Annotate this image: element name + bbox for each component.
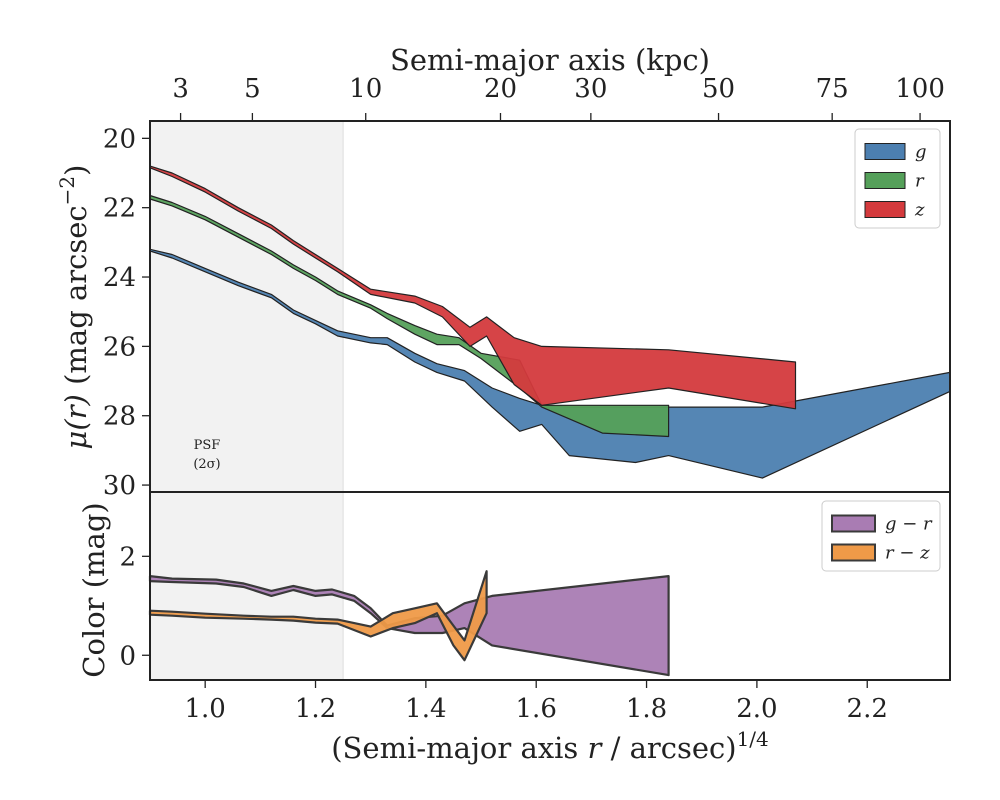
y-axis-label-exponent: −2 xyxy=(55,176,79,205)
top-x-tick-label: 50 xyxy=(702,74,735,104)
x-axis-label-var: r xyxy=(588,731,604,765)
psf-label-line1: PSF xyxy=(194,438,221,453)
color-y-axis-label: Color (mag) xyxy=(77,502,111,677)
color-panel-frame xyxy=(149,491,951,681)
x-axis-label: (Semi-major axis r / arcsec)1/4 xyxy=(331,727,769,765)
top-x-tick-label: 30 xyxy=(574,74,607,104)
x-tick-label: 2.2 xyxy=(847,694,888,724)
top-kpc-axis: 3 5 10 20 30 50 75 100 xyxy=(172,74,945,121)
y-axis-label-unit: (mag arcsec xyxy=(59,205,93,394)
x-tick-label: 1.8 xyxy=(626,694,667,724)
top-x-tick-label: 100 xyxy=(895,74,945,104)
x-axis-label-exponent: 1/4 xyxy=(737,727,769,751)
legend-label-g-minus-r: g − r xyxy=(885,514,933,535)
legend-swatch-r-minus-z xyxy=(831,543,876,562)
color-y-tick-label: 2 xyxy=(119,542,136,572)
color-bands xyxy=(148,570,670,677)
y-tick-label: 24 xyxy=(103,263,136,293)
surface-brightness-axes: 20 22 24 26 28 30 xyxy=(103,124,150,501)
psf-shaded-region-top xyxy=(150,121,344,492)
color-g-minus-r-band xyxy=(148,574,670,677)
top-x-axis-label: Semi-major axis (kpc) xyxy=(390,43,710,77)
legend-label-z: z xyxy=(914,200,925,221)
legend-swatch-g-minus-r xyxy=(831,514,876,533)
y-tick-label: 22 xyxy=(103,194,136,224)
psf-label-line2: (2σ) xyxy=(193,457,220,472)
legend-swatch-z xyxy=(864,201,906,218)
color-r-minus-z-band xyxy=(148,570,488,662)
y-axis-label-close: ) xyxy=(59,165,93,176)
top-x-tick-label: 10 xyxy=(349,74,382,104)
surface-brightness-legend: grz xyxy=(854,128,941,229)
y-tick-label: 30 xyxy=(103,471,136,501)
x-tick-label: 1.0 xyxy=(184,694,225,724)
x-axis-label-unit: / arcsec) xyxy=(601,731,736,765)
x-tick-label: 1.4 xyxy=(405,694,446,724)
top-x-tick-label: 5 xyxy=(244,74,261,104)
legend-label-g: g xyxy=(915,142,927,163)
x-axis-label-main: (Semi-major axis xyxy=(331,731,587,765)
legend-label-r: r xyxy=(915,171,925,192)
x-tick-label: 1.6 xyxy=(516,694,557,724)
x-tick-label: 2.0 xyxy=(736,694,777,724)
y-tick-label: 28 xyxy=(103,402,136,432)
legend-swatch-r xyxy=(864,172,906,189)
top-x-tick-label: 3 xyxy=(172,74,189,104)
surface-brightness-z-band xyxy=(149,165,797,410)
x-tick-label: 1.2 xyxy=(295,694,336,724)
surface-brightness-r-band xyxy=(149,194,670,438)
y-tick-label: 20 xyxy=(103,124,136,154)
color-y-tick-label: 0 xyxy=(119,641,136,671)
legend-label-r-minus-z: r − z xyxy=(885,543,930,564)
top-x-tick-label: 20 xyxy=(484,74,517,104)
top-x-tick-label: 75 xyxy=(816,74,849,104)
y-axis-label-var: μ(r) xyxy=(59,394,93,449)
legend-swatch-g xyxy=(864,143,906,160)
y-tick-label: 26 xyxy=(103,332,136,362)
color-legend: g − r r − z xyxy=(821,500,941,572)
surface-brightness-y-axis-label: μ(r) (mag arcsec−2) xyxy=(55,165,93,450)
color-axes: 1.0 1.2 1.4 1.6 1.8 2.0 2.2 0 2 xyxy=(119,542,887,724)
